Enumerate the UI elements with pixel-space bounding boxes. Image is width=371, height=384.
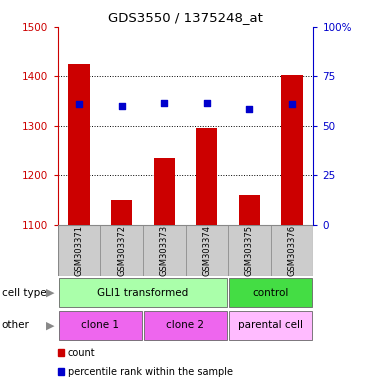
FancyBboxPatch shape <box>58 225 100 276</box>
FancyBboxPatch shape <box>229 311 312 340</box>
Bar <box>111 200 132 225</box>
Point <box>119 103 125 109</box>
Text: cell type: cell type <box>2 288 46 298</box>
Title: GDS3550 / 1375248_at: GDS3550 / 1375248_at <box>108 11 263 24</box>
Point <box>247 106 253 113</box>
Text: GSM303373: GSM303373 <box>160 225 169 276</box>
Bar <box>282 75 303 225</box>
FancyBboxPatch shape <box>59 311 142 340</box>
FancyBboxPatch shape <box>229 278 312 308</box>
Text: GSM303372: GSM303372 <box>117 225 126 276</box>
Text: clone 1: clone 1 <box>81 320 119 331</box>
Text: other: other <box>2 320 30 331</box>
Text: ▶: ▶ <box>46 288 54 298</box>
Point <box>76 101 82 107</box>
FancyBboxPatch shape <box>144 311 227 340</box>
Text: GSM303371: GSM303371 <box>74 225 83 276</box>
Text: GSM303375: GSM303375 <box>245 225 254 276</box>
Text: control: control <box>253 288 289 298</box>
FancyBboxPatch shape <box>100 225 143 276</box>
Bar <box>239 195 260 225</box>
Text: GSM303376: GSM303376 <box>288 225 297 276</box>
Text: count: count <box>68 348 95 358</box>
FancyBboxPatch shape <box>59 278 227 308</box>
Point <box>204 99 210 106</box>
Bar <box>196 128 217 225</box>
Text: parental cell: parental cell <box>238 320 303 331</box>
Point <box>289 101 295 107</box>
Text: GSM303374: GSM303374 <box>202 225 211 276</box>
Point <box>161 99 167 106</box>
Bar <box>68 64 89 225</box>
Bar <box>154 158 175 225</box>
FancyBboxPatch shape <box>186 225 228 276</box>
FancyBboxPatch shape <box>271 225 313 276</box>
Text: GLI1 transformed: GLI1 transformed <box>97 288 188 298</box>
FancyBboxPatch shape <box>143 225 186 276</box>
FancyBboxPatch shape <box>228 225 271 276</box>
Text: percentile rank within the sample: percentile rank within the sample <box>68 367 233 377</box>
Text: clone 2: clone 2 <box>167 320 204 331</box>
Text: ▶: ▶ <box>46 320 54 331</box>
